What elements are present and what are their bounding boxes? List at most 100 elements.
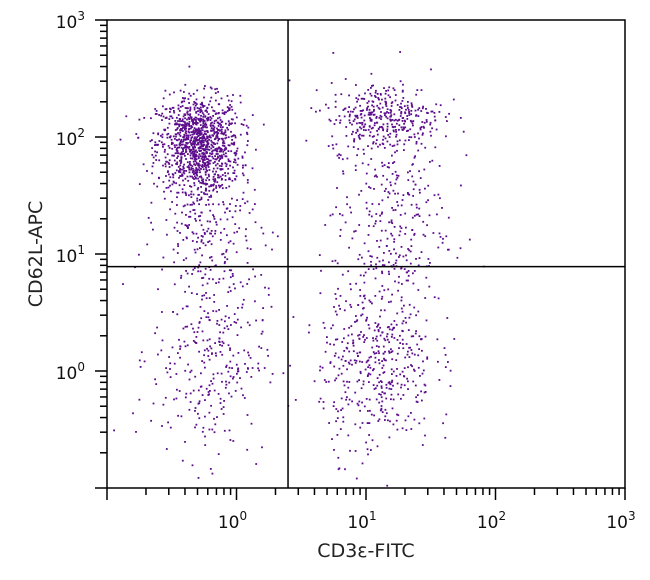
data-point [383,359,386,361]
data-point [214,131,216,134]
data-point [357,304,360,306]
data-point [217,122,220,125]
data-point [204,366,206,369]
data-point [208,189,211,192]
data-point [246,283,249,285]
data-point [169,108,172,111]
data-point [206,347,208,350]
data-point [385,105,388,107]
data-point [220,168,223,170]
data-point [207,148,209,151]
data-point [181,118,184,121]
data-point [183,124,186,127]
data-point [221,162,223,165]
data-point [342,420,345,423]
data-point [360,387,363,390]
data-point [334,106,337,108]
data-point [386,128,389,131]
data-point [389,109,392,111]
data-point [367,250,370,253]
data-point [199,124,202,126]
data-point [213,133,216,135]
data-point [411,216,414,219]
data-point [365,441,367,444]
data-point [246,181,249,184]
data-point [193,331,196,334]
data-point [216,142,219,145]
data-point [177,155,179,158]
data-point [205,387,208,390]
data-point [358,333,361,336]
data-point [190,149,193,152]
data-point [400,102,402,105]
data-point [197,477,200,479]
data-point [326,341,328,344]
data-point [168,179,171,182]
data-point [210,404,212,407]
data-point [357,134,360,137]
data-point [180,128,182,130]
data-point [319,397,322,400]
data-point [367,324,370,326]
data-point [382,364,385,367]
data-point [380,111,382,113]
data-point [203,232,206,234]
data-point [184,117,186,120]
data-point [192,169,194,172]
data-point [216,322,218,325]
data-point [176,161,179,164]
data-point [201,145,203,148]
data-point [198,128,201,131]
data-point [201,156,204,159]
data-point [401,329,404,332]
data-point [237,157,240,160]
data-point [184,191,187,194]
data-point [225,249,228,251]
data-point [204,444,207,446]
data-point [388,301,390,303]
data-point [425,108,427,110]
data-point [203,96,205,99]
data-point [222,406,225,408]
data-point [356,117,359,119]
data-point [193,202,195,205]
data-point [336,313,338,316]
data-point [357,334,359,337]
data-point [305,139,308,142]
data-point [173,91,175,94]
data-point [418,207,421,210]
data-point [208,145,211,148]
data-point [409,170,411,172]
data-point [206,282,209,285]
data-point [408,114,411,116]
data-point [203,144,205,146]
data-point [187,136,190,139]
data-point [255,463,258,465]
data-point [226,95,229,97]
data-point [168,159,171,162]
data-point [402,347,405,350]
data-point [255,319,257,322]
data-point [389,96,391,99]
data-point [367,453,369,456]
data-point [154,378,156,381]
data-point [179,153,182,155]
data-point [370,449,372,451]
data-point [407,179,410,181]
data-point [367,89,370,91]
data-point [155,143,157,146]
data-point [186,166,189,168]
data-point [441,241,444,244]
data-point [368,422,371,424]
data-point [167,421,169,424]
data-point [367,410,369,412]
data-point [221,380,223,383]
data-point [426,224,428,227]
data-point [113,429,115,432]
data-point [333,355,336,357]
data-point [398,347,400,349]
data-point [196,139,199,142]
data-point [172,248,175,251]
data-point [415,114,417,117]
data-point [369,373,372,376]
